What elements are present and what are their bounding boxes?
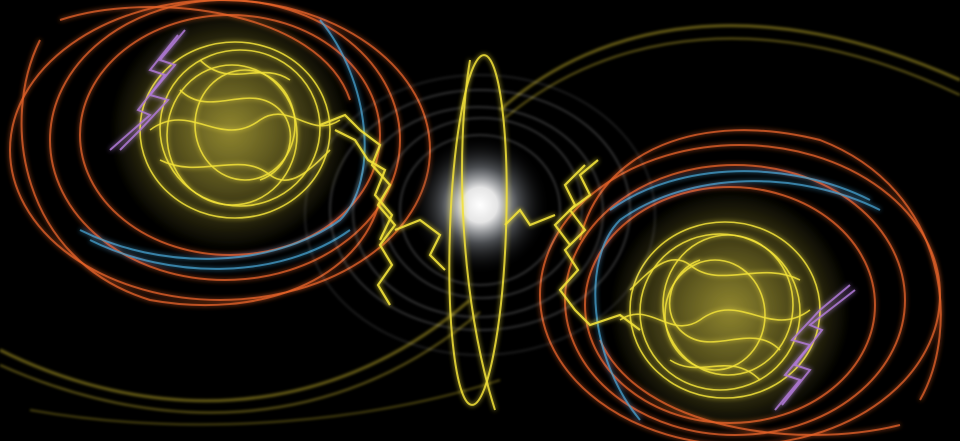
right-vortex: [539, 129, 942, 441]
connecting-tendrils: [319, 113, 641, 331]
left-vortex: [9, 0, 431, 307]
central-glow: [304, 54, 656, 411]
sweeping-arcs: [0, 24, 960, 426]
